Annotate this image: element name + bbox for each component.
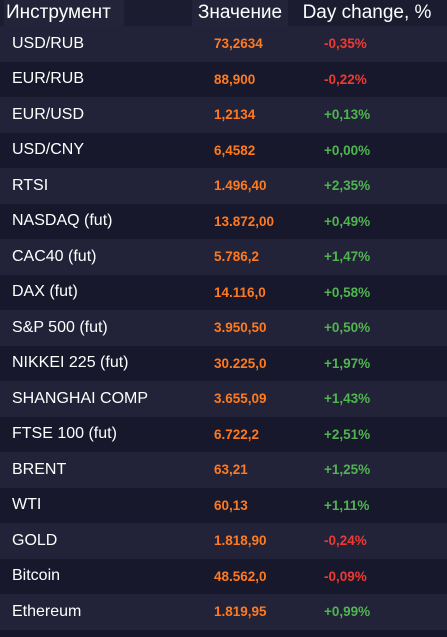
instrument-value: 5.786,2 <box>214 249 260 265</box>
day-change: +1,47% <box>324 249 371 265</box>
instrument-name: BRENT <box>12 460 67 478</box>
table-row[interactable]: Ethereum 1.819,95 +0,99% <box>0 594 447 630</box>
table-row[interactable]: EUR/USD 1,2134 +0,13% <box>0 97 447 133</box>
day-change: -0,22% <box>324 71 367 87</box>
instrument-value: 3.655,09 <box>214 391 267 407</box>
instrument-value: 1.818,90 <box>214 533 267 549</box>
day-change: +1,11% <box>324 497 370 513</box>
instrument-name: Bitcoin <box>12 567 61 585</box>
instrument-name: S&P 500 (fut) <box>12 318 108 336</box>
instrument-name: FTSE 100 (fut) <box>12 425 117 443</box>
table-row[interactable]: NASDAQ (fut) 13.872,00 +0,49% <box>0 203 447 239</box>
instrument-value: 6.722,2 <box>214 426 260 442</box>
day-change: +2,51% <box>324 426 371 442</box>
instrument-value: 88,900 <box>214 71 256 87</box>
table-row[interactable]: CAC40 (fut) 5.786,2 +1,47% <box>0 239 447 275</box>
header-instrument[interactable]: Инструмент <box>4 0 124 26</box>
day-change: +0,50% <box>324 320 371 336</box>
day-change: -0,24% <box>324 533 367 549</box>
table-row[interactable]: RTSI 1.496,40 +2,35% <box>0 168 447 204</box>
instrument-name: Ethereum <box>12 602 82 620</box>
day-change: +0,13% <box>324 107 371 123</box>
instrument-value: 60,13 <box>214 497 248 513</box>
instrument-name: USD/CNY <box>12 141 85 159</box>
table-row[interactable]: USD/RUB 73,2634 -0,35% <box>0 26 447 62</box>
table-row[interactable]: NIKKEI 225 (fut) 30.225,0 +1,97% <box>0 345 447 381</box>
table-row[interactable]: WTI 60,13 +1,11% <box>0 487 447 523</box>
instrument-value: 30.225,0 <box>214 355 267 371</box>
instrument-name: CAC40 (fut) <box>12 247 97 265</box>
instrument-name: RTSI <box>12 176 49 194</box>
day-change: -0,09% <box>324 568 367 584</box>
day-change: +1,25% <box>324 462 371 478</box>
table-row[interactable]: EUR/RUB 88,900 -0,22% <box>0 61 447 97</box>
instrument-name: GOLD <box>12 531 58 549</box>
instrument-name: NASDAQ (fut) <box>12 212 113 230</box>
instrument-value: 1.819,95 <box>214 604 267 620</box>
table-body: USD/RUB 73,2634 -0,35% EUR/RUB 88,900 -0,22% E… <box>0 26 447 630</box>
instrument-value: 63,21 <box>214 462 248 478</box>
instrument-value: 13.872,00 <box>214 213 275 229</box>
day-change: +2,35% <box>324 178 371 194</box>
instrument-value: 1.496,40 <box>214 178 267 194</box>
table-row[interactable]: USD/CNY 6,4582 +0,00% <box>0 132 447 168</box>
instrument-name: NIKKEI 225 (fut) <box>12 354 129 372</box>
day-change: -0,35% <box>324 36 367 52</box>
table-header: Инструмент Значение Day change, % <box>0 0 447 26</box>
instrument-name: DAX (fut) <box>12 283 78 301</box>
header-day-change[interactable]: Day change, % <box>302 2 432 23</box>
instrument-name: SHANGHAI COMP <box>12 389 149 407</box>
table-row[interactable]: BRENT 63,21 +1,25% <box>0 452 447 488</box>
day-change: +0,99% <box>324 604 371 620</box>
table-row[interactable]: S&P 500 (fut) 3.950,50 +0,50% <box>0 310 447 346</box>
instrument-value: 14.116,0 <box>214 284 266 300</box>
instrument-name: EUR/RUB <box>12 70 85 88</box>
instrument-name: EUR/USD <box>12 105 85 123</box>
instrument-name: USD/RUB <box>12 34 85 52</box>
table-row[interactable]: FTSE 100 (fut) 6.722,2 +2,51% <box>0 416 447 452</box>
table-row[interactable]: SHANGHAI COMP 3.655,09 +1,43% <box>0 381 447 417</box>
table-row[interactable]: Bitcoin 48.562,0 -0,09% <box>0 558 447 594</box>
instrument-value: 3.950,50 <box>214 320 267 336</box>
day-change: +0,58% <box>324 284 371 300</box>
day-change: +1,97% <box>324 355 371 371</box>
day-change: +1,43% <box>324 391 371 407</box>
instrument-value: 48.562,0 <box>214 568 267 584</box>
table-row[interactable]: DAX (fut) 14.116,0 +0,58% <box>0 274 447 310</box>
instrument-value: 73,2634 <box>214 36 263 52</box>
header-value[interactable]: Значение <box>192 0 288 26</box>
day-change: +0,49% <box>324 213 371 229</box>
instrument-name: WTI <box>12 496 42 514</box>
table-row[interactable]: GOLD 1.818,90 -0,24% <box>0 523 447 559</box>
instrument-value: 6,4582 <box>214 142 256 158</box>
instrument-value: 1,2134 <box>214 107 256 123</box>
day-change: +0,00% <box>324 142 371 158</box>
